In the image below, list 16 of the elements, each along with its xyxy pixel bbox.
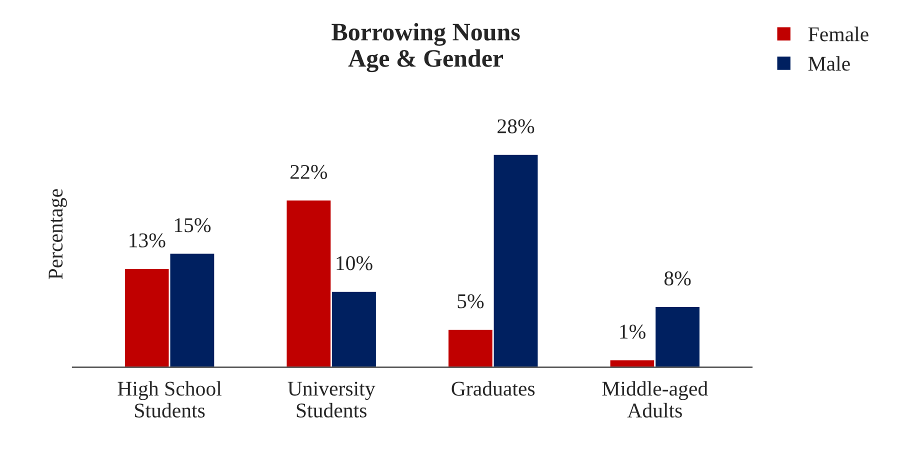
y-axis-title: Percentage: [48, 189, 67, 280]
x-tick-label: University Students: [288, 382, 376, 418]
legend-label: Male: [808, 56, 850, 71]
legend-label: Female: [808, 26, 868, 42]
data-label: 8%: [664, 271, 691, 286]
data-label: 5%: [458, 294, 484, 308]
data-label: 15%: [174, 218, 211, 232]
data-label: 1%: [620, 324, 646, 339]
x-tick-label: Middle-aged Adults: [602, 381, 708, 418]
data-label: 10%: [336, 256, 372, 270]
data-label: 13%: [130, 233, 166, 248]
chart-title: Borrowing Nouns Age & Gender: [332, 22, 520, 72]
data-label: 22%: [290, 164, 328, 180]
x-tick-label: High School Students: [118, 381, 222, 418]
data-label: 28%: [498, 119, 534, 134]
x-tick-label: Graduates: [452, 381, 535, 396]
